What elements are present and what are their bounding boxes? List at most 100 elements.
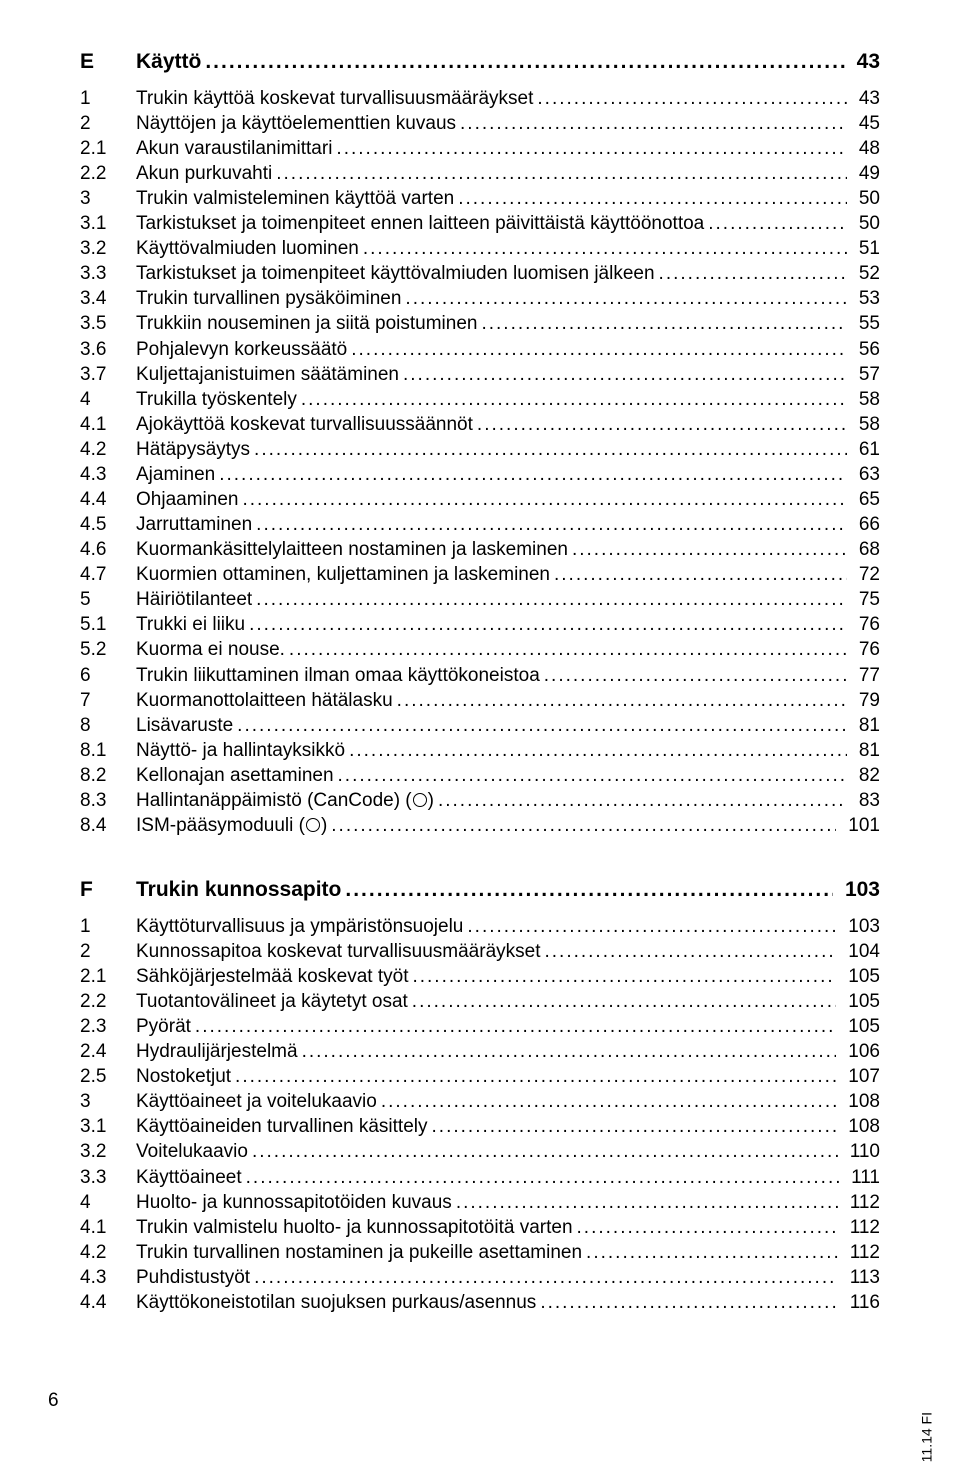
entry-number: 4.6 bbox=[80, 537, 136, 562]
toc-entry: 3.4Trukin turvallinen pysäköiminen53 bbox=[80, 286, 880, 311]
entry-title: Ajokäyttöä koskevat turvallisuussäännöt bbox=[136, 412, 847, 437]
entry-page: 51 bbox=[847, 236, 880, 261]
entry-number: 3 bbox=[80, 186, 136, 211]
entry-title: Käyttöturvallisuus ja ympäristönsuojelu bbox=[136, 914, 836, 939]
toc-entry: 4.2Trukin turvallinen nostaminen ja puke… bbox=[80, 1240, 880, 1265]
toc-entry: 5.1Trukki ei liiku76 bbox=[80, 612, 880, 637]
entry-page: 57 bbox=[847, 362, 880, 387]
toc-entry: 2.4Hydraulijärjestelmä106 bbox=[80, 1039, 880, 1064]
page-number: 6 bbox=[48, 1390, 59, 1412]
entry-page: 112 bbox=[838, 1190, 880, 1215]
toc-entry: 3.7Kuljettajanistuimen säätäminen57 bbox=[80, 362, 880, 387]
entry-page: 68 bbox=[847, 537, 880, 562]
entry-title: Näyttöjen ja käyttöelementtien kuvaus bbox=[136, 111, 847, 136]
entry-title: Käyttöaineiden turvallinen käsittely bbox=[136, 1114, 836, 1139]
entry-title: Akun purkuvahti bbox=[136, 161, 847, 186]
toc-entry: 4Huolto- ja kunnossapitotöiden kuvaus112 bbox=[80, 1190, 880, 1215]
entry-page: 106 bbox=[836, 1039, 880, 1064]
toc-entry: 6Trukin liikuttaminen ilman omaa käyttök… bbox=[80, 663, 880, 688]
entry-title: Trukkiin nouseminen ja siitä poistuminen bbox=[136, 311, 847, 336]
entry-number: 2.3 bbox=[80, 1014, 136, 1039]
toc-entry: 4.3Ajaminen63 bbox=[80, 462, 880, 487]
entry-page: 58 bbox=[847, 387, 880, 412]
entry-page: 108 bbox=[836, 1089, 880, 1114]
entry-page: 43 bbox=[847, 86, 880, 111]
entry-number: 2.1 bbox=[80, 964, 136, 989]
toc-entry: 2.3Pyörät105 bbox=[80, 1014, 880, 1039]
entry-title: Lisävaruste bbox=[136, 713, 847, 738]
entry-title: Hallintanäppäimistö (CanCode) () bbox=[136, 788, 847, 813]
entry-page: 112 bbox=[838, 1240, 880, 1265]
entry-title: Käyttövalmiuden luominen bbox=[136, 236, 847, 261]
entry-title: Kuljettajanistuimen säätäminen bbox=[136, 362, 847, 387]
entry-title: Hydraulijärjestelmä bbox=[136, 1039, 836, 1064]
entry-page: 110 bbox=[838, 1139, 880, 1164]
entry-title: Pyörät bbox=[136, 1014, 836, 1039]
entry-title: Trukin turvallinen pysäköiminen bbox=[136, 286, 847, 311]
entry-title: Kuorma ei nouse. bbox=[136, 637, 847, 662]
entry-page: 79 bbox=[847, 688, 880, 713]
entry-title: Nostoketjut bbox=[136, 1064, 836, 1089]
entry-number: 7 bbox=[80, 688, 136, 713]
entry-page: 108 bbox=[836, 1114, 880, 1139]
toc-section: FTrukin kunnossapito1031Käyttöturvallisu… bbox=[80, 876, 880, 1315]
entry-title: Trukin valmisteleminen käyttöä varten bbox=[136, 186, 847, 211]
entry-number: 8.1 bbox=[80, 738, 136, 763]
entry-number: 4.1 bbox=[80, 1215, 136, 1240]
entry-number: 1 bbox=[80, 86, 136, 111]
entry-page: 50 bbox=[847, 186, 880, 211]
entry-page: 113 bbox=[838, 1265, 880, 1290]
entry-page: 48 bbox=[847, 136, 880, 161]
entry-page: 81 bbox=[847, 738, 880, 763]
toc-entry: 2.1Sähköjärjestelmää koskevat työt105 bbox=[80, 964, 880, 989]
section-letter: F bbox=[80, 876, 136, 904]
entry-title: Trukilla työskentely bbox=[136, 387, 847, 412]
entry-title: Tarkistukset ja toimenpiteet ennen laitt… bbox=[136, 211, 847, 236]
toc-entry: 3.6Pohjalevyn korkeussäätö56 bbox=[80, 337, 880, 362]
entry-page: 111 bbox=[839, 1165, 880, 1190]
toc-entry: 4.1Trukin valmistelu huolto- ja kunnossa… bbox=[80, 1215, 880, 1240]
entry-number: 8.3 bbox=[80, 788, 136, 813]
entry-number: 4.1 bbox=[80, 412, 136, 437]
entry-number: 3.2 bbox=[80, 236, 136, 261]
entry-title: Sähköjärjestelmää koskevat työt bbox=[136, 964, 836, 989]
entry-page: 56 bbox=[847, 337, 880, 362]
entry-title: Akun varaustilanimittari bbox=[136, 136, 847, 161]
toc-entry: 4.6Kuormankäsittelylaitteen nostaminen j… bbox=[80, 537, 880, 562]
entry-title: Käyttöaineet ja voitelukaavio bbox=[136, 1089, 836, 1114]
section-title: Trukin kunnossapito bbox=[136, 876, 833, 904]
entry-page: 52 bbox=[847, 261, 880, 286]
entry-title: Näyttö- ja hallintayksikkö bbox=[136, 738, 847, 763]
toc-entry: 4.7Kuormien ottaminen, kuljettaminen ja … bbox=[80, 562, 880, 587]
entry-title: Trukin käyttöä koskevat turvallisuusmäär… bbox=[136, 86, 847, 111]
entry-number: 2 bbox=[80, 111, 136, 136]
entry-page: 83 bbox=[847, 788, 880, 813]
entry-title: Pohjalevyn korkeussäätö bbox=[136, 337, 847, 362]
entry-number: 2 bbox=[80, 939, 136, 964]
entry-page: 63 bbox=[847, 462, 880, 487]
entry-page: 55 bbox=[847, 311, 880, 336]
entry-page: 72 bbox=[847, 562, 880, 587]
entry-number: 4.3 bbox=[80, 462, 136, 487]
entry-number: 3.2 bbox=[80, 1139, 136, 1164]
entry-title: Tarkistukset ja toimenpiteet käyttövalmi… bbox=[136, 261, 847, 286]
toc-entry: 2.2Akun purkuvahti49 bbox=[80, 161, 880, 186]
toc-entry: 3.2Käyttövalmiuden luominen51 bbox=[80, 236, 880, 261]
entry-number: 8.4 bbox=[80, 813, 136, 838]
entry-number: 3.4 bbox=[80, 286, 136, 311]
entry-page: 101 bbox=[836, 813, 880, 838]
entry-title: Kunnossapitoa koskevat turvallisuusmäärä… bbox=[136, 939, 836, 964]
toc-entry: 3.1Tarkistukset ja toimenpiteet ennen la… bbox=[80, 211, 880, 236]
toc-entry: 4.2Hätäpysäytys61 bbox=[80, 437, 880, 462]
entry-page: 116 bbox=[838, 1290, 880, 1315]
entry-page: 76 bbox=[847, 612, 880, 637]
toc-entry: 2Kunnossapitoa koskevat turvallisuusmäär… bbox=[80, 939, 880, 964]
entry-title: Huolto- ja kunnossapitotöiden kuvaus bbox=[136, 1190, 838, 1215]
entry-number: 3.1 bbox=[80, 211, 136, 236]
entry-number: 3.6 bbox=[80, 337, 136, 362]
toc-entry: 2.1Akun varaustilanimittari48 bbox=[80, 136, 880, 161]
entry-number: 3.3 bbox=[80, 261, 136, 286]
toc-entry: 4.3Puhdistustyöt113 bbox=[80, 1265, 880, 1290]
toc-entry: 3.3Käyttöaineet111 bbox=[80, 1165, 880, 1190]
toc-section: EKäyttö431Trukin käyttöä koskevat turval… bbox=[80, 48, 880, 838]
